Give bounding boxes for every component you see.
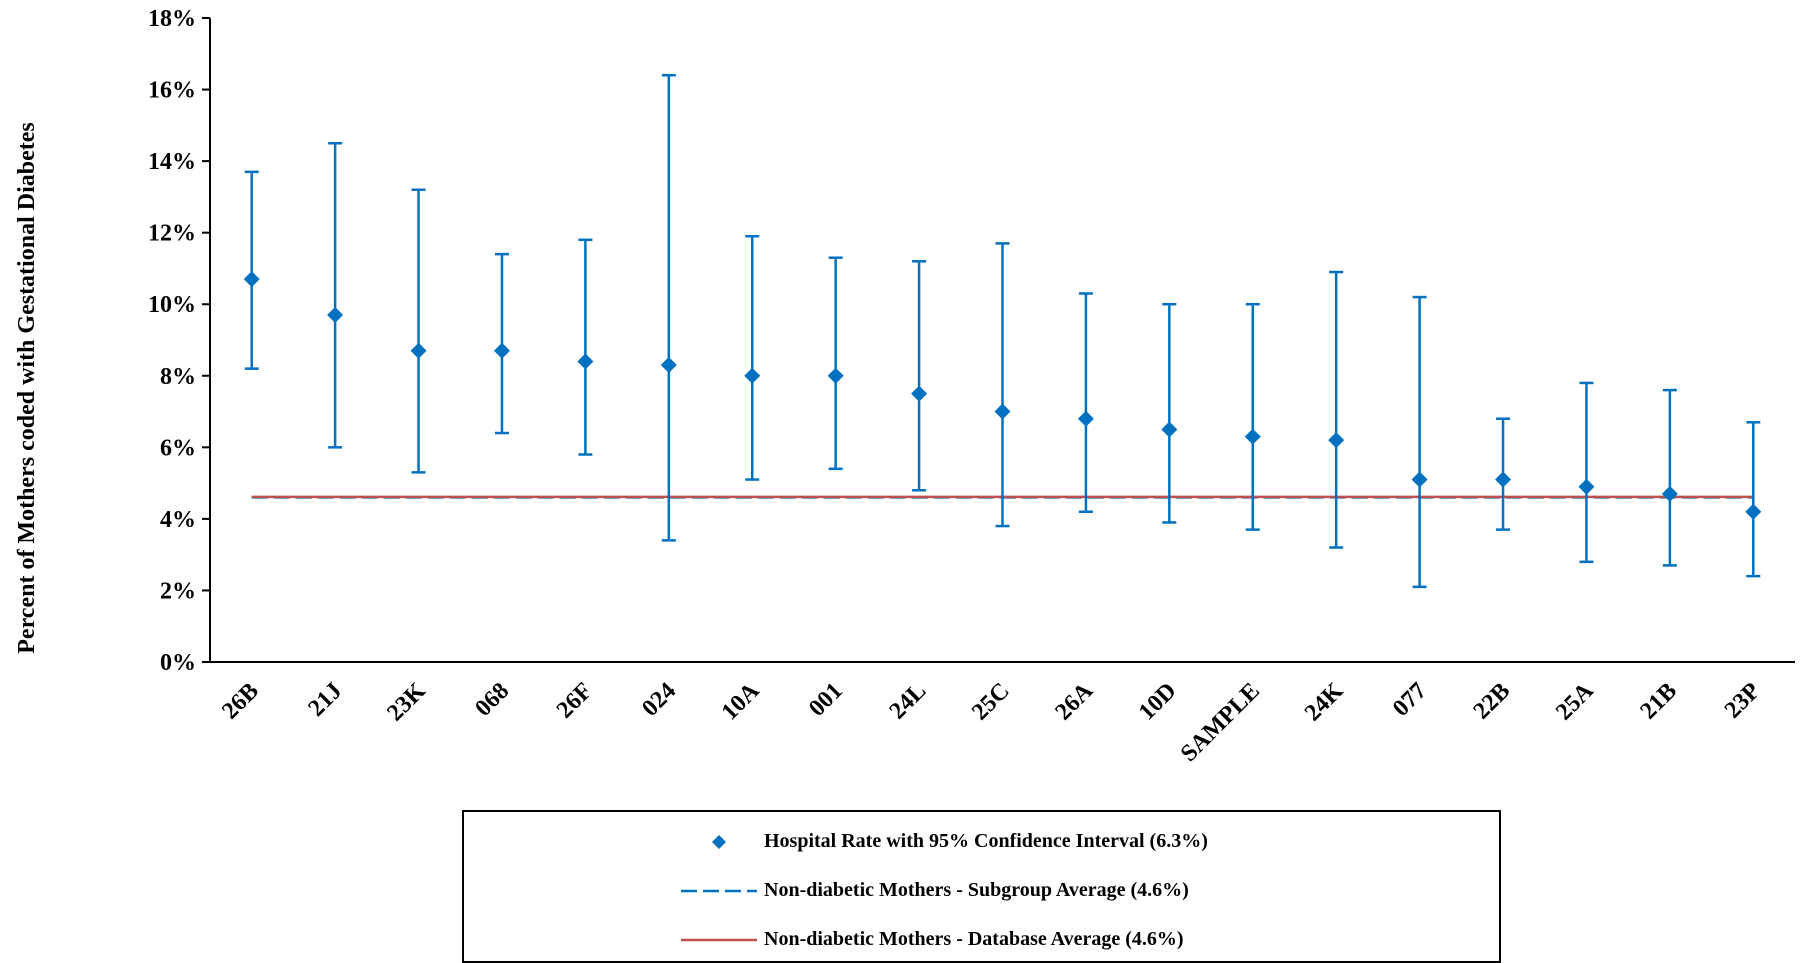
data-point <box>410 342 427 359</box>
data-point <box>660 357 677 374</box>
data-point <box>994 403 1011 420</box>
data-point <box>577 353 594 370</box>
y-tick-label: 2% <box>160 578 196 604</box>
x-tick-label: SAMPLE <box>1176 678 1265 767</box>
diamond-marker-icon <box>712 835 726 849</box>
x-tick-label: 23P <box>1720 678 1766 724</box>
y-axis-ticks: 0% 2% 4% 6% 8% 10% 12% 14% 16% 18% <box>148 6 210 676</box>
data-point <box>1495 471 1512 488</box>
x-tick-label: 077 <box>1388 678 1432 722</box>
data-point <box>744 367 761 384</box>
x-axis-ticks: 26B 21J 23K 068 26F 024 10A 001 24L 25C 26A 10DSAMP… <box>217 677 1765 767</box>
data-point <box>327 306 344 323</box>
x-tick-label: 26A <box>1051 677 1099 725</box>
legend-label: Hospital Rate with 95% Confidence Interv… <box>764 830 1208 852</box>
data-points <box>243 271 1762 520</box>
legend-item-subgroup-average: Non-diabetic Mothers - Subgroup Average … <box>464 876 1499 906</box>
data-point <box>1244 428 1261 445</box>
data-point <box>827 367 844 384</box>
x-tick-label: 10D <box>1134 678 1182 726</box>
axes <box>209 18 1795 663</box>
y-tick-label: 10% <box>148 292 196 318</box>
y-axis-title: Percent of Mothers coded with Gestationa… <box>14 122 40 653</box>
chart-plot: 0%2%4%6%8%10%12%14%16%18% 26B 21J 23K 068 26… <box>14 6 1795 767</box>
data-point <box>911 385 928 402</box>
x-tick-label: 001 <box>804 678 848 722</box>
y-tick-label: 12% <box>148 221 196 247</box>
y-tick-label: 8% <box>160 364 196 390</box>
y-tick-label: 4% <box>160 507 196 533</box>
x-tick-label: 21J <box>304 678 348 722</box>
x-tick-label: 26F <box>552 678 598 724</box>
data-point <box>243 271 260 288</box>
data-point <box>493 342 510 359</box>
data-point <box>1077 410 1094 427</box>
legend-label: Non-diabetic Mothers - Subgroup Average … <box>764 879 1189 901</box>
data-point <box>1411 471 1428 488</box>
legend-item-database-average: Non-diabetic Mothers - Database Average … <box>464 925 1499 955</box>
x-tick-label: 10A <box>717 677 765 725</box>
x-tick-label: 24L <box>885 678 932 725</box>
x-tick-label: 21B <box>1635 678 1682 725</box>
legend-item-hospital-rate: Hospital Rate with 95% Confidence Interv… <box>464 827 1499 857</box>
x-tick-label: 024 <box>637 678 681 722</box>
x-tick-label: 068 <box>470 678 514 722</box>
x-tick-label: 26B <box>217 678 264 725</box>
solid-line-icon <box>681 938 757 942</box>
y-tick-label: 18% <box>148 6 196 32</box>
data-point <box>1661 485 1678 502</box>
x-tick-label: 25C <box>967 678 1015 726</box>
data-point <box>1578 478 1595 495</box>
y-tick-label: 16% <box>148 78 196 104</box>
x-tick-label: 22B <box>1469 678 1516 725</box>
dashed-line-icon <box>681 889 757 893</box>
data-point <box>1745 503 1762 520</box>
legend-label: Non-diabetic Mothers - Database Average … <box>764 928 1184 950</box>
x-tick-label: 25A <box>1551 677 1599 725</box>
x-tick-label: 23K <box>382 678 431 727</box>
data-point <box>1328 432 1345 449</box>
y-tick-label: 14% <box>148 149 196 175</box>
data-point <box>1161 421 1178 438</box>
error-bars <box>244 73 1761 589</box>
y-tick-label: 6% <box>160 435 196 461</box>
legend: Hospital Rate with 95% Confidence Interv… <box>462 810 1501 963</box>
y-tick-label: 0% <box>160 650 196 676</box>
x-tick-label: 24K <box>1300 678 1349 727</box>
